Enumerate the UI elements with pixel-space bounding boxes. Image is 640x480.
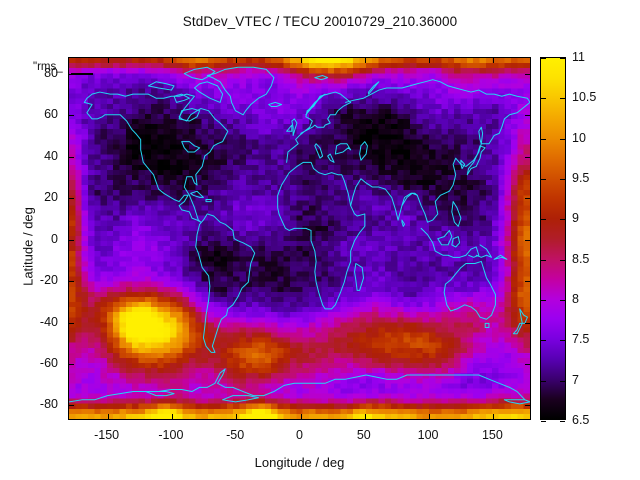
x-tick-label: -50 (226, 428, 245, 442)
x-tick-label: -100 (158, 428, 184, 442)
x-tick (364, 58, 366, 63)
x-tick-label: 0 (296, 428, 303, 442)
y-tick (69, 322, 74, 324)
legend-key-sample-line (71, 73, 93, 75)
colorbar-tick-label: 6.5 (572, 413, 590, 427)
y-tick (525, 322, 530, 324)
y-tick (525, 73, 530, 75)
colorbar-tick (560, 58, 565, 59)
y-tick-label: -80 (39, 397, 58, 412)
x-tick-label: 150 (481, 428, 503, 442)
coastline-overlay (69, 66, 530, 405)
colorbar-tick (541, 58, 546, 59)
colorbar-tick (541, 300, 546, 301)
x-tick (429, 414, 431, 419)
y-tick (69, 198, 74, 199)
colorbar-tick (560, 421, 565, 422)
x-tick (236, 58, 238, 63)
colorbar-tick (560, 138, 565, 140)
colorbar-tick (560, 219, 565, 221)
y-tick (69, 115, 74, 116)
y-tick-label: -40 (39, 314, 58, 329)
colorbar[interactable] (540, 57, 566, 422)
colorbar-tick-label: 7.5 (572, 332, 590, 347)
colorbar-tick (560, 98, 565, 100)
x-tick (300, 414, 302, 419)
y-tick (525, 281, 530, 282)
colorbar-tick (541, 259, 546, 261)
x-tick (107, 58, 109, 63)
y-tick (525, 115, 530, 116)
y-tick (69, 364, 74, 365)
colorbar-tick (541, 138, 546, 140)
heatmap-plot-area[interactable] (68, 57, 531, 420)
y-tick (525, 405, 530, 407)
colorbar-tick (541, 380, 546, 382)
colorbar-tick (541, 421, 546, 422)
y-tick-label: 60 (44, 107, 58, 121)
colorbar-tick (560, 300, 565, 301)
legend-key: "rms_ (33, 59, 93, 77)
colorbar-tick-label: 8.5 (572, 251, 590, 266)
x-tick-label: 100 (417, 428, 439, 442)
colorbar-tick-label: 9.5 (572, 171, 590, 185)
y-tick-label: -20 (39, 273, 58, 287)
colorbar-tick-label: 9 (572, 211, 579, 226)
y-tick-label: 80 (44, 65, 58, 80)
y-tick-label: 0 (51, 231, 58, 246)
colorbar-tick-label: 11 (572, 50, 585, 64)
x-tick (236, 414, 238, 419)
y-tick (69, 405, 74, 407)
colorbar-tick-label: 7 (572, 372, 579, 387)
x-tick (171, 58, 173, 63)
colorbar-tick (560, 340, 565, 342)
y-tick (69, 156, 74, 158)
colorbar-tick (541, 340, 546, 342)
y-tick (525, 156, 530, 158)
y-tick (69, 281, 74, 282)
colorbar-tick (560, 179, 565, 180)
colorbar-tick (560, 259, 565, 261)
y-tick (525, 364, 530, 365)
x-tick (300, 58, 302, 63)
y-tick-label: 40 (44, 148, 58, 163)
page-title: StdDev_VTEC / TECU 20010729_210.36000 (182, 14, 458, 29)
y-tick (69, 239, 74, 241)
x-tick (493, 414, 495, 419)
y-tick (525, 198, 530, 199)
colorbar-tick (541, 179, 546, 180)
colorbar-tick (560, 380, 565, 382)
colorbar-tick (541, 98, 546, 100)
legend-key-label: "rms_ (33, 61, 63, 73)
x-tick-label: 50 (356, 428, 371, 442)
colorbar-tick-label: 10.5 (572, 90, 597, 105)
x-tick (493, 58, 495, 63)
x-tick (429, 58, 431, 63)
x-tick (171, 414, 173, 419)
x-tick (364, 414, 366, 419)
colorbar-gradient (541, 58, 565, 419)
x-tick (107, 414, 109, 419)
colorbar-tick (541, 219, 546, 221)
x-axis-label: Longitude / deg (254, 455, 345, 470)
y-tick (525, 239, 530, 241)
colorbar-tick-label: 10 (572, 130, 586, 145)
colorbar-tick-label: 8 (572, 292, 579, 306)
y-tick-label: -60 (39, 356, 58, 370)
y-tick-label: 20 (44, 190, 58, 204)
x-tick-label: -150 (94, 428, 120, 442)
